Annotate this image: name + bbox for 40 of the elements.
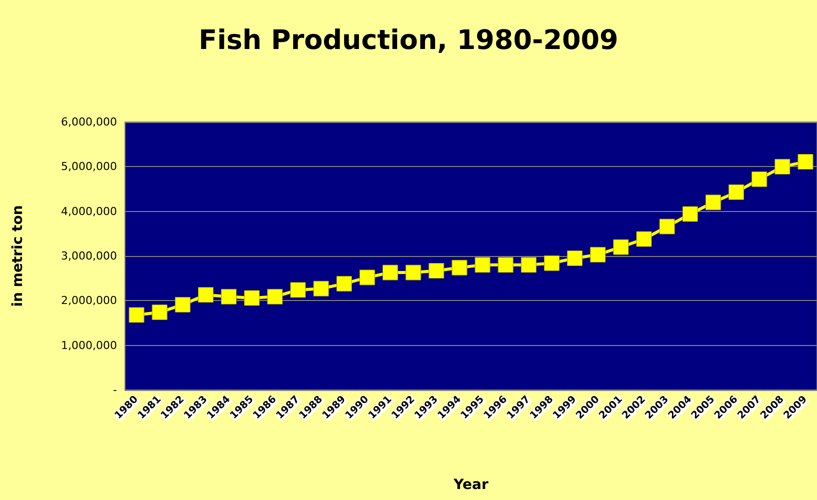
point [705, 194, 721, 210]
point [406, 264, 422, 280]
point [774, 158, 790, 174]
point [659, 218, 675, 234]
point [336, 276, 352, 292]
y-tick-label: 3,000,000 [61, 250, 117, 262]
point [152, 304, 168, 320]
point [544, 255, 560, 271]
x-axis-title: Year [452, 477, 488, 493]
point [428, 262, 444, 278]
point [174, 296, 190, 312]
point [752, 171, 768, 187]
point [520, 257, 536, 273]
y-tick-label: - [113, 384, 118, 396]
point [198, 287, 214, 303]
y-axis-title: in metric ton [10, 205, 26, 307]
y-tick-label: 6,000,000 [61, 116, 117, 128]
point [498, 257, 514, 273]
point [267, 288, 283, 304]
point [567, 250, 583, 266]
point [313, 280, 329, 296]
point [382, 264, 398, 280]
point [128, 307, 144, 323]
point [798, 154, 814, 170]
point [636, 231, 652, 247]
y-tick-label: 4,000,000 [61, 204, 117, 218]
y-tick-label: 5,000,000 [61, 160, 117, 174]
point [728, 184, 744, 200]
point [682, 206, 698, 222]
point [359, 270, 375, 286]
point [244, 290, 260, 306]
y-tick-label: 2,000,000 [61, 294, 117, 308]
y-tick-label: 1,000,000 [61, 338, 117, 352]
point [221, 288, 237, 304]
chart-title: Fish Production, 1980-2009 [198, 25, 618, 56]
point [452, 260, 468, 276]
point [474, 257, 490, 273]
point [613, 239, 629, 255]
point [590, 246, 606, 262]
point [290, 282, 306, 298]
